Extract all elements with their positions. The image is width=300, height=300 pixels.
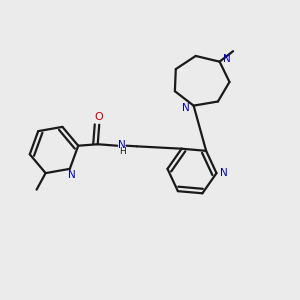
Text: O: O: [95, 112, 103, 122]
Text: N: N: [118, 140, 126, 149]
Text: N: N: [68, 170, 76, 180]
Text: N: N: [223, 54, 231, 64]
Text: H: H: [119, 147, 125, 156]
Text: N: N: [182, 103, 190, 113]
Text: N: N: [220, 168, 228, 178]
